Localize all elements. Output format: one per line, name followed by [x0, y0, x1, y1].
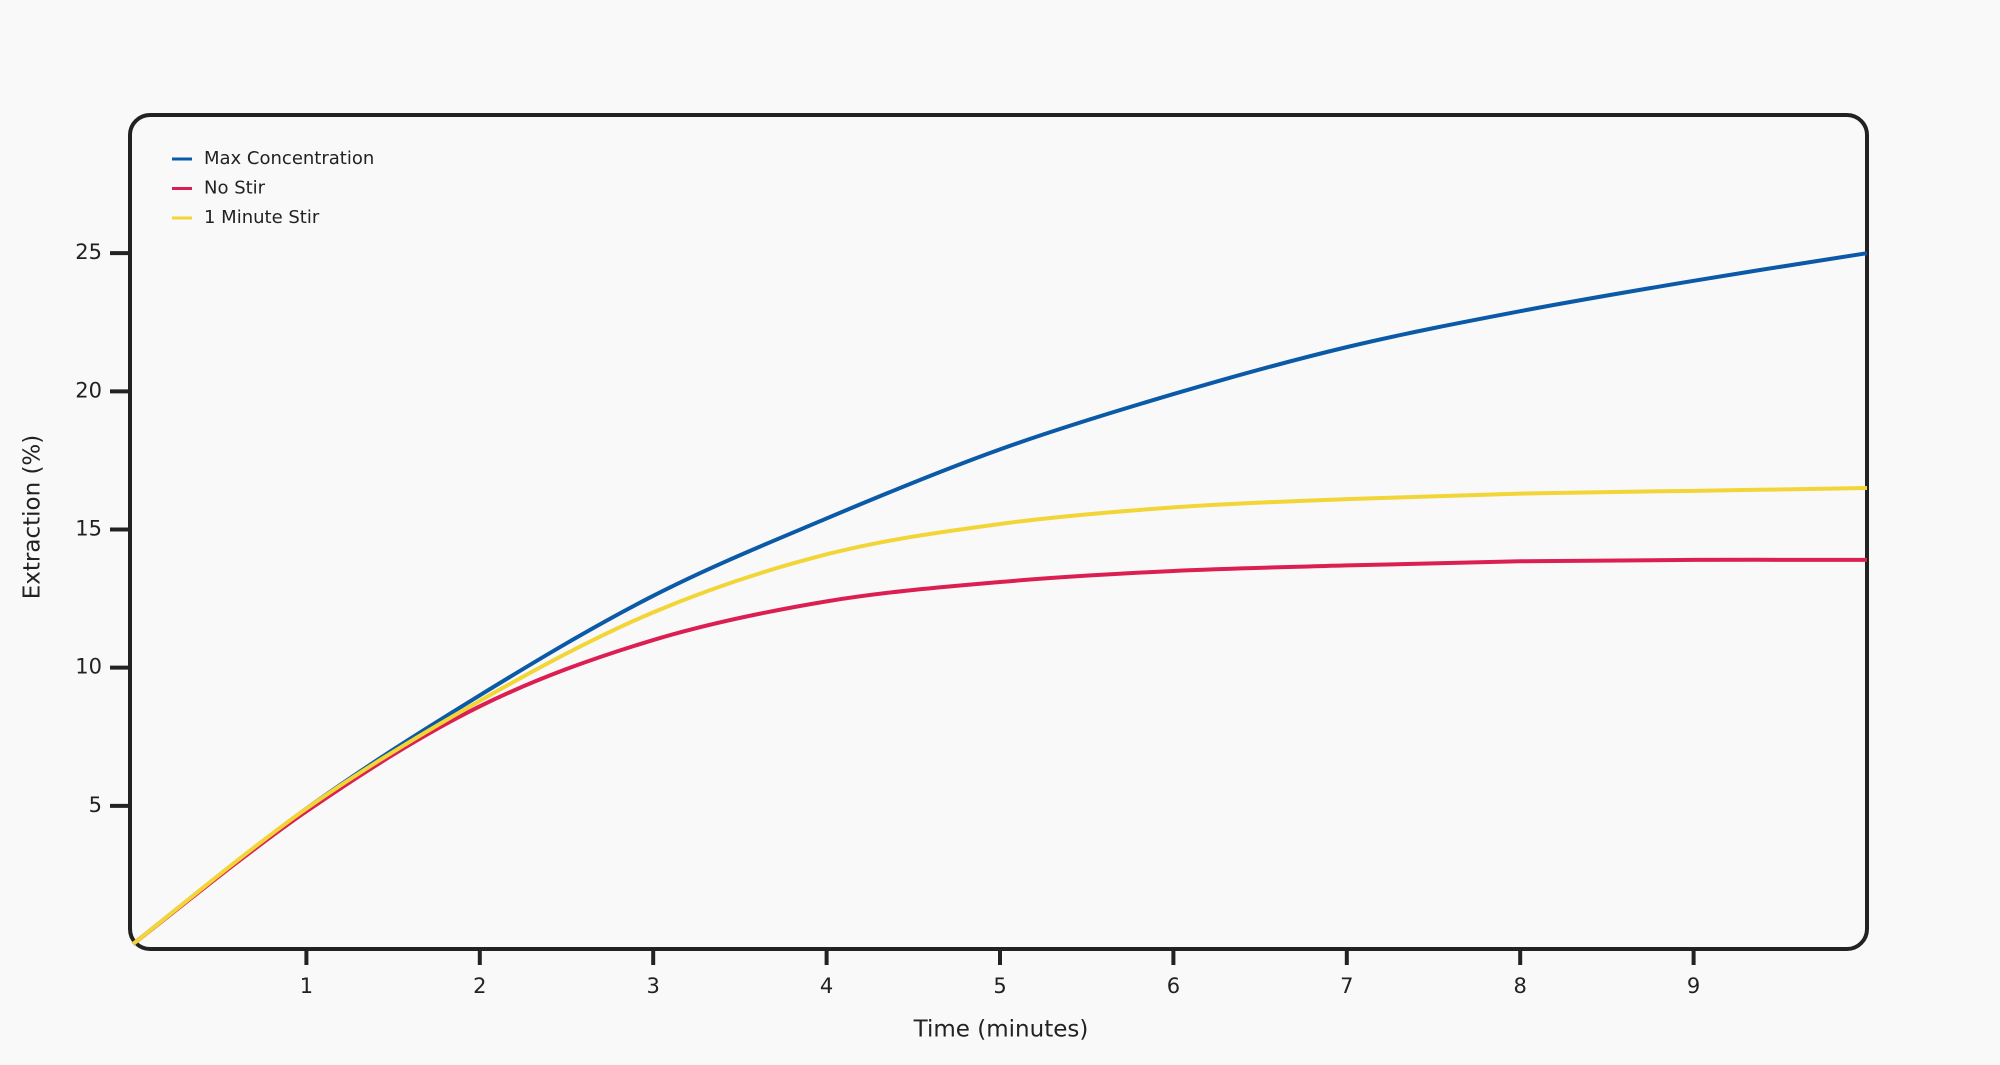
plot-frame [128, 113, 1869, 951]
legend-label: 1 Minute Stir [204, 207, 320, 228]
y-tick-label: 10 [75, 655, 102, 679]
x-tick-label: 1 [300, 974, 313, 998]
x-tick-label: 8 [1514, 974, 1527, 998]
x-tick-label: 5 [993, 974, 1006, 998]
x-tick-label: 4 [820, 974, 833, 998]
y-tick-label: 5 [89, 793, 102, 817]
x-tick-label: 3 [647, 974, 660, 998]
y-axis-label: Extraction (%) [20, 435, 46, 600]
x-axis-label: Time (minutes) [913, 1017, 1089, 1043]
series-line [131, 486, 1868, 946]
legend-label: Max Concentration [204, 148, 374, 169]
y-tick-label: 15 [75, 517, 102, 541]
series-line [131, 557, 1868, 946]
x-tick-label: 7 [1340, 974, 1353, 998]
y-tick-label: 25 [75, 240, 102, 264]
x-tick-label: 6 [1167, 974, 1180, 998]
x-tick-label: 2 [473, 974, 486, 998]
x-tick-label: 9 [1687, 974, 1700, 998]
legend-label: No Stir [204, 178, 266, 199]
y-tick-label: 20 [75, 378, 102, 402]
series-line [131, 251, 1868, 946]
